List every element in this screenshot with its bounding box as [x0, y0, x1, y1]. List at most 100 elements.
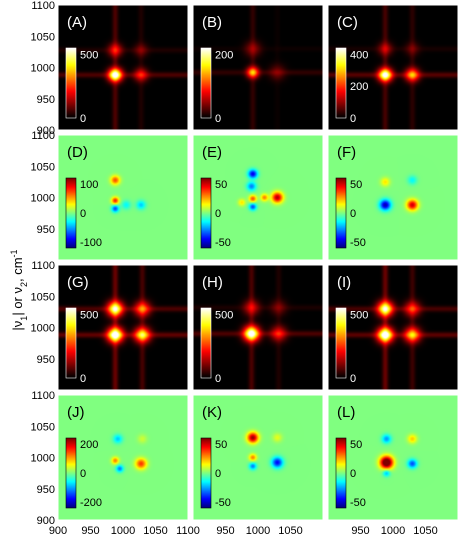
colorbar-tick-label: 100 — [80, 179, 98, 191]
panel-frame — [192, 264, 324, 391]
heatmap-panel-d: (D) 100 0 -100 — [57, 134, 189, 261]
heatmap-panel-e: (E) 50 0 -50 — [192, 134, 324, 261]
panel-frame — [192, 4, 324, 131]
colorbar — [201, 48, 211, 118]
colorbar — [336, 308, 346, 378]
x-tick-label: 1050 — [413, 525, 437, 537]
colorbar-tick-label: 200 — [80, 439, 98, 451]
x-tick-label: 1050 — [143, 525, 167, 537]
y-tick-label: 1000 — [31, 453, 55, 465]
colorbar-tick-label: 50 — [350, 439, 362, 451]
y-tick-label: 900 — [37, 125, 55, 137]
panel-label: (A) — [67, 14, 87, 31]
heatmap-panel-f: (F) 50 0 -50 — [327, 134, 459, 261]
colorbar-tick-label: 500 — [80, 309, 98, 321]
x-tick-label: 950 — [81, 525, 99, 537]
colorbar-tick-label: 500 — [215, 309, 233, 321]
colorbar — [336, 178, 346, 248]
panel-frame — [327, 4, 459, 131]
colorbar-tick-label: 50 — [215, 439, 227, 451]
colorbar-tick-label: 50 — [215, 179, 227, 191]
heatmap-image — [328, 5, 458, 130]
y-tick-label: 950 — [37, 354, 55, 366]
y-tick-label: 1100 — [31, 0, 55, 12]
colorbar-tick-label: 500 — [350, 309, 368, 321]
panel-label: (G) — [67, 274, 89, 291]
y-tick-label: 950 — [37, 94, 55, 106]
colorbar-tick-label: 50 — [350, 179, 362, 191]
colorbar-tick-label: 0 — [350, 208, 356, 220]
panel-label: (E) — [202, 144, 222, 161]
colorbar-tick-label: 0 — [350, 373, 356, 385]
colorbar-frame — [65, 307, 77, 379]
colorbar-tick-label: 0 — [80, 113, 86, 125]
colorbar-tick-label: 0 — [350, 113, 356, 125]
panel-label: (I) — [337, 274, 351, 291]
colorbar — [201, 308, 211, 378]
heatmap-image — [58, 395, 188, 520]
x-tick-label: 1100 — [176, 525, 200, 537]
heatmap-panel-g: (G) 500 0 — [57, 264, 189, 391]
colorbar-frame — [200, 177, 212, 249]
colorbar-frame — [200, 437, 212, 509]
heatmap-image — [328, 265, 458, 390]
heatmap-panel-c: (C) 400 200 0 — [327, 4, 459, 131]
heatmap-image — [58, 5, 188, 130]
panel-label: (C) — [337, 14, 358, 31]
colorbar — [201, 178, 211, 248]
heatmap-image — [328, 135, 458, 260]
x-tick-label: 1000 — [246, 525, 270, 537]
y-tick-label: 1050 — [31, 291, 55, 303]
panel-frame — [57, 394, 189, 521]
colorbar-tick-label: 0 — [80, 468, 86, 480]
colorbar-frame — [65, 177, 77, 249]
heatmap-image — [193, 5, 323, 130]
heatmap-panel-a: (A) 500 0 — [57, 4, 189, 131]
heatmap-panel-j: (J) 200 0 -200 — [57, 394, 189, 521]
colorbar-tick-label: 500 — [80, 49, 98, 61]
x-tick-label: 950 — [216, 525, 234, 537]
heatmap-image — [193, 395, 323, 520]
colorbar-frame — [65, 437, 77, 509]
y-tick-label: 950 — [37, 484, 55, 496]
colorbar-tick-label: -200 — [80, 497, 102, 509]
colorbar-tick-label: -50 — [350, 237, 366, 249]
heatmap-panel-l: (L) 50 0 -50 — [327, 394, 459, 521]
colorbar — [336, 438, 346, 508]
heatmap-image — [193, 135, 323, 260]
colorbar-frame — [335, 47, 347, 119]
panel-frame — [192, 394, 324, 521]
colorbar-tick-label: -50 — [350, 497, 366, 509]
y-tick-label: 1100 — [31, 260, 55, 272]
x-tick-label: 1000 — [381, 525, 405, 537]
panel-label: (J) — [67, 404, 85, 421]
colorbar-tick-label: 0 — [350, 468, 356, 480]
y-tick-label: 1000 — [31, 193, 55, 205]
heatmap-image — [58, 265, 188, 390]
colorbar-tick-label: 0 — [215, 208, 221, 220]
colorbar — [66, 48, 76, 118]
colorbar-frame — [200, 307, 212, 379]
y-tick-label: 1050 — [31, 161, 55, 173]
y-tick-label: 900 — [37, 515, 55, 527]
colorbar-tick-label: 200 — [350, 81, 368, 93]
colorbar-tick-label: 0 — [215, 468, 221, 480]
y-tick-label: 1050 — [31, 31, 55, 43]
x-tick-label: 1000 — [111, 525, 135, 537]
panel-label: (H) — [202, 274, 223, 291]
colorbar — [336, 48, 346, 118]
heatmap-image — [58, 135, 188, 260]
colorbar-tick-label: -50 — [215, 237, 231, 249]
panel-frame — [327, 264, 459, 391]
panel-frame — [57, 4, 189, 131]
colorbar-tick-label: 200 — [215, 49, 233, 61]
y-tick-label: 1100 — [31, 130, 55, 142]
colorbar-tick-label: -50 — [215, 497, 231, 509]
heatmap-panel-h: (H) 500 0 — [192, 264, 324, 391]
colorbar-frame — [65, 47, 77, 119]
panel-frame — [327, 134, 459, 261]
colorbar — [66, 438, 76, 508]
panel-label: (D) — [67, 144, 88, 161]
y-tick-label: 1000 — [31, 63, 55, 75]
panel-label: (K) — [202, 404, 222, 421]
